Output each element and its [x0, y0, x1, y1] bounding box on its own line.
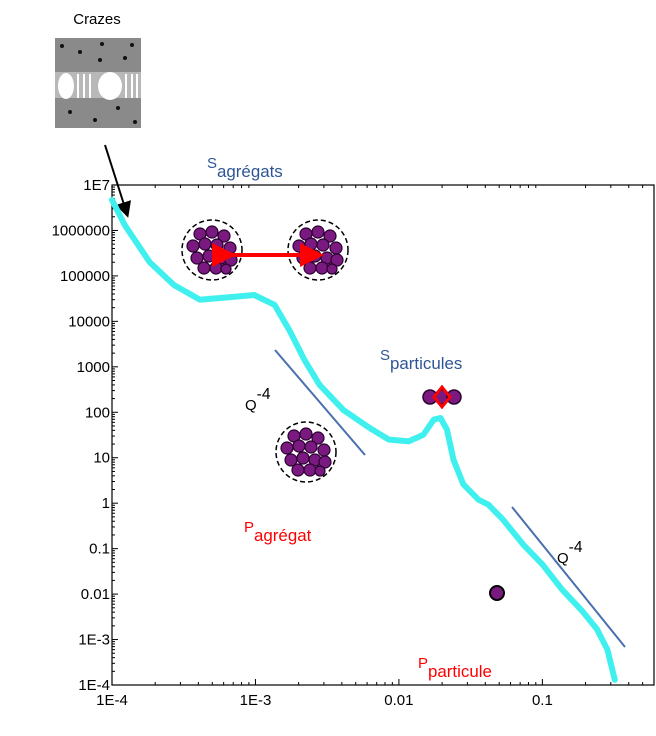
aggregate: [287, 219, 349, 281]
arrow: [104, 144, 131, 218]
x-tick-label: 0.01: [384, 692, 413, 709]
y-tick-label: 100: [85, 404, 110, 421]
particles: [422, 389, 462, 405]
plot-frame: [111, 184, 655, 686]
crazes-image: [55, 38, 141, 128]
annotation-main: S: [380, 347, 390, 364]
slope-line: [274, 349, 366, 456]
aggregate: [275, 421, 337, 483]
y-tick-label: 0.1: [89, 541, 110, 558]
x-tick-label: 1E-3: [240, 692, 272, 709]
y-tick-label: 0.01: [81, 586, 110, 603]
annotation: Sagrégats: [207, 155, 283, 181]
y-tick-label: 1E-4: [78, 677, 110, 694]
annotation-sub: agrégats: [217, 162, 283, 181]
annotation: Q-4: [245, 386, 271, 414]
y-tick-label: 10000: [68, 313, 110, 330]
annotation-sub: particules: [390, 354, 462, 373]
annotation-sup: -4: [569, 539, 583, 556]
aggregate: [181, 219, 243, 281]
y-tick-label: 1000000: [52, 222, 110, 239]
annotation-main: P: [418, 655, 428, 672]
y-tick-label: 10: [93, 450, 110, 467]
annotation-sup: -4: [257, 386, 271, 403]
annotation-main: Crazes: [73, 11, 121, 28]
y-tick-label: 1E-3: [78, 632, 110, 649]
annotation: Crazes: [73, 11, 121, 28]
y-tick-label: 1: [102, 495, 110, 512]
y-tick-label: 1E7: [83, 177, 110, 194]
annotation-main: Q: [245, 397, 257, 414]
annotation-sub: agrégat: [254, 526, 312, 545]
slope-line: [511, 506, 626, 648]
annotation-main: Q: [557, 550, 569, 567]
x-tick-label: 1E-4: [96, 692, 128, 709]
x-tick-label: 0.1: [532, 692, 553, 709]
annotation-main: S: [207, 155, 217, 172]
annotation-main: P: [244, 519, 254, 536]
annotation: Q-4: [557, 539, 583, 567]
annotation-sub: particule: [428, 662, 492, 681]
distance-arrow: [432, 384, 452, 410]
annotation: Pparticule: [418, 655, 492, 681]
annotation: Sparticules: [380, 347, 462, 373]
annotation: Pagrégat: [244, 519, 312, 545]
y-tick-label: 100000: [60, 268, 110, 285]
data-curve: [109, 196, 618, 683]
particle: [489, 585, 505, 601]
y-tick-label: 1000: [77, 359, 110, 376]
